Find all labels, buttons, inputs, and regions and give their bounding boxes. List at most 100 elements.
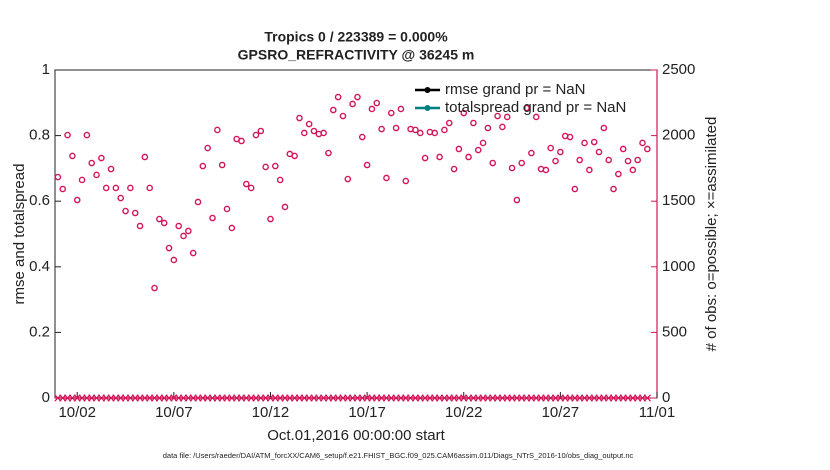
possible-obs-point — [397, 105, 405, 113]
legend-marker — [424, 105, 431, 111]
x-tick-label: 10/22 — [445, 404, 483, 421]
possible-obs-point — [69, 152, 76, 160]
possible-obs-point — [209, 214, 216, 222]
possible-obs-point — [189, 249, 197, 257]
possible-obs-point — [238, 137, 245, 145]
y-tick-label: 0.6 — [29, 192, 50, 209]
possible-obs-point — [146, 184, 153, 192]
x-tick-label: 11/01 — [639, 404, 675, 421]
possible-obs-point — [170, 256, 178, 264]
plot-area — [54, 69, 658, 399]
possible-obs-point — [185, 227, 192, 235]
possible-obs-point — [127, 184, 134, 192]
possible-obs-point — [204, 144, 211, 152]
possible-obs-point — [528, 149, 535, 157]
chart-title: Tropics 0 / 223389 = 0.000% — [264, 29, 448, 45]
possible-obs-point — [122, 207, 129, 215]
y2-axis-label: # of obs: o=possible; ×=assimilated — [703, 117, 720, 352]
possible-obs-point — [392, 124, 400, 132]
possible-obs-point — [218, 161, 226, 169]
possible-obs-point — [156, 215, 163, 223]
legend-label: rmse grand pr = NaN — [445, 81, 585, 98]
possible-obs-point — [571, 185, 579, 193]
legend-label: totalspread grand pr = NaN — [445, 99, 626, 116]
y2-tick-label: 1000 — [662, 258, 695, 275]
possible-obs-point — [508, 164, 516, 172]
possible-obs-point — [180, 232, 187, 240]
possible-obs-point — [214, 126, 221, 134]
possible-obs-point — [358, 133, 366, 141]
assimilated-obs-point — [643, 394, 651, 402]
x-axis-label: Oct.01,2016 00:00:00 start — [267, 427, 445, 444]
possible-obs-point — [301, 129, 308, 137]
possible-obs-point — [228, 224, 236, 232]
footnote: data file: /Users/raeder/DAI/ATM_forcXX/… — [163, 451, 634, 460]
y-tick-label: 0 — [42, 389, 50, 406]
possible-obs-point — [402, 177, 410, 185]
possible-obs-point — [368, 105, 376, 113]
possible-obs-point — [349, 100, 356, 108]
possible-obs-point — [595, 148, 603, 156]
possible-obs-point — [175, 222, 182, 230]
x-tick-label: 10/12 — [252, 404, 290, 421]
possible-obs-point — [73, 196, 81, 204]
possible-obs-point — [88, 159, 96, 167]
possible-obs-point — [581, 139, 588, 147]
possible-obs-point — [141, 153, 149, 161]
x-tick-label: 10/07 — [155, 404, 193, 421]
possible-obs-point — [441, 126, 448, 134]
possible-obs-point — [296, 114, 303, 122]
y-axis-label: rmse and totalspread — [11, 164, 28, 305]
possible-obs-point — [532, 113, 540, 121]
possible-obs-point — [199, 162, 207, 170]
y2-tick-label: 0 — [662, 389, 670, 406]
possible-obs-point — [267, 215, 274, 223]
y-tick-label: 1 — [42, 61, 50, 78]
possible-obs-point — [112, 184, 120, 192]
possible-obs-point — [610, 185, 617, 193]
y-tick-label: 0.4 — [29, 258, 50, 275]
x-tick-label: 10/02 — [58, 404, 96, 421]
possible-obs-point — [93, 171, 100, 179]
possible-obs-point — [503, 113, 511, 121]
possible-obs-point — [276, 176, 284, 184]
possible-obs-point — [455, 145, 463, 153]
possible-obs-point — [416, 129, 424, 137]
possible-obs-point — [586, 166, 593, 174]
possible-obs-point — [117, 194, 125, 202]
possible-obs-point — [513, 196, 521, 204]
possible-obs-point — [194, 198, 202, 206]
possible-obs-point — [387, 109, 395, 117]
chart-subtitle: GPSRO_REFRACTIVITY @ 36245 m — [238, 47, 475, 63]
possible-obs-point — [151, 284, 158, 292]
legend-marker — [424, 87, 431, 93]
possible-obs-point — [479, 139, 487, 147]
possible-obs-point — [566, 133, 574, 141]
possible-obs-point — [131, 209, 139, 217]
possible-obs-point — [344, 175, 352, 183]
possible-obs-point — [373, 99, 381, 107]
possible-obs-point — [339, 112, 347, 120]
y2-tick-label: 2500 — [662, 61, 695, 78]
possible-obs-point — [445, 119, 453, 127]
possible-obs-point — [59, 185, 67, 193]
possible-obs-point — [136, 222, 144, 230]
possible-obs-point — [450, 165, 458, 173]
possible-obs-point — [83, 131, 91, 139]
possible-obs-point — [421, 154, 429, 162]
possible-obs-point — [252, 131, 260, 139]
x-tick-label: 10/17 — [348, 404, 386, 421]
y2-tick-label: 2000 — [662, 127, 695, 144]
possible-obs-point — [470, 119, 477, 127]
possible-obs-point — [378, 125, 385, 133]
possible-obs-point — [460, 109, 468, 117]
possible-obs-point — [542, 166, 550, 174]
possible-obs-point — [102, 184, 110, 192]
possible-obs-point — [354, 93, 361, 101]
possible-obs-point — [600, 124, 608, 132]
possible-obs-point — [305, 120, 313, 128]
possible-obs-point — [281, 203, 289, 211]
possible-obs-point — [329, 106, 337, 114]
possible-obs-point — [590, 138, 598, 146]
possible-obs-point — [64, 131, 71, 139]
